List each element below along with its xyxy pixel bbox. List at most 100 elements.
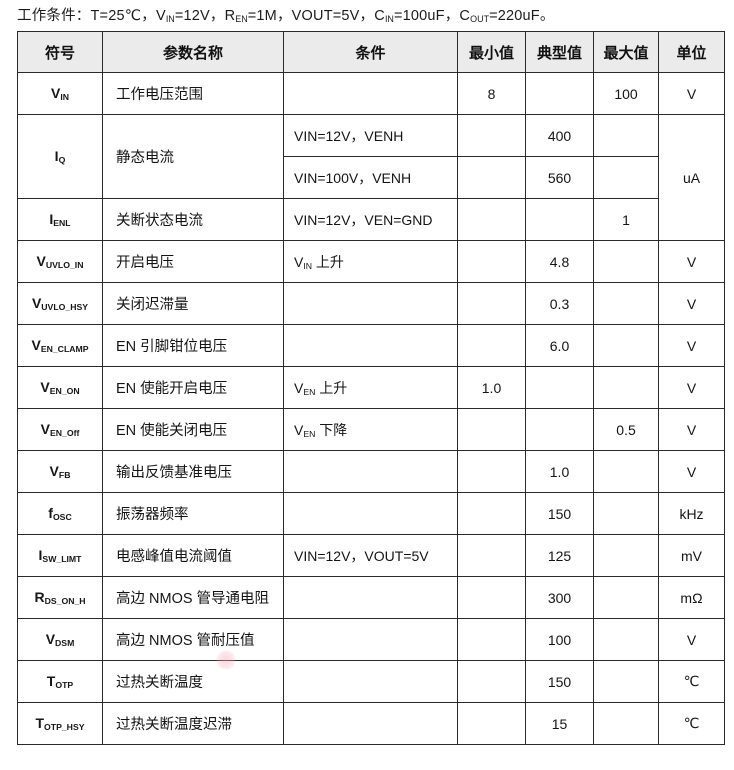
param-name-cell: 过热关断温度迟滞 xyxy=(102,702,284,745)
symbol-cell: VUVLO_HSY xyxy=(17,282,103,325)
min-cell xyxy=(457,114,526,157)
col-header-unit: 单位 xyxy=(658,31,725,73)
min-cell xyxy=(457,282,526,325)
param-name-cell: 开启电压 xyxy=(102,240,284,283)
condition-cell xyxy=(283,492,458,535)
condition-cell xyxy=(283,72,458,115)
table-row: RDS_ON_H 高边 NMOS 管导通电阻 300 mΩ xyxy=(17,576,725,619)
min-cell xyxy=(457,660,526,703)
typ-cell: 560 xyxy=(525,156,594,199)
min-cell: 1.0 xyxy=(457,366,526,409)
min-cell xyxy=(457,702,526,745)
typ-cell: 300 xyxy=(525,576,594,619)
typ-cell: 150 xyxy=(525,660,594,703)
col-header-max: 最大值 xyxy=(593,31,659,73)
symbol-cell: ISW_LIMT xyxy=(17,534,103,577)
symbol-cell: VIN xyxy=(17,72,103,115)
max-cell xyxy=(593,114,659,157)
condition-cell: VIN=12V，VEN=GND xyxy=(283,198,458,241)
typ-cell xyxy=(525,408,594,451)
condition-cell: VIN=12V，VOUT=5V xyxy=(283,534,458,577)
min-cell xyxy=(457,450,526,493)
unit-cell: kHz xyxy=(658,492,725,535)
table-row: VEN_ON EN 使能开启电压 VEN 上升 1.0 V xyxy=(17,366,725,409)
condition-cell xyxy=(283,282,458,325)
condition-cell xyxy=(283,702,458,745)
typ-cell: 15 xyxy=(525,702,594,745)
table-row: IQ 静态电流 VIN=12V，VENH 400 uA xyxy=(17,114,725,241)
symbol-cell: VDSM xyxy=(17,618,103,661)
param-name-cell: 电感峰值电流阈值 xyxy=(102,534,284,577)
param-name-cell: 关断状态电流 xyxy=(102,198,284,241)
table-row: VEN_CLAMP EN 引脚钳位电压 6.0 V xyxy=(17,324,725,367)
unit-cell: uA xyxy=(658,114,725,241)
symbol-cell: RDS_ON_H xyxy=(17,576,103,619)
max-cell xyxy=(593,450,659,493)
table-row: VUVLO_IN 开启电压 VIN 上升 4.8 V xyxy=(17,240,725,283)
condition-cell xyxy=(283,618,458,661)
symbol-cell: VFB xyxy=(17,450,103,493)
max-cell xyxy=(593,660,659,703)
max-cell xyxy=(593,240,659,283)
symbol-cell: VEN_ON xyxy=(17,366,103,409)
header-row: 符号 参数名称 条件 最小值 典型值 最大值 单位 xyxy=(17,31,725,73)
symbol-cell: TOTP xyxy=(17,660,103,703)
symbol-cell: IENL xyxy=(17,198,103,241)
table-row: VUVLO_HSY 关闭迟滞量 0.3 V xyxy=(17,282,725,325)
electrical-characteristics-table: 符号 参数名称 条件 最小值 典型值 最大值 单位 VIN 工作电压范围 8 100 V… xyxy=(17,31,725,745)
param-name-cell: 输出反馈基准电压 xyxy=(102,450,284,493)
typ-cell: 1.0 xyxy=(525,450,594,493)
unit-cell: mΩ xyxy=(658,576,725,619)
param-name-cell: 高边 NMOS 管耐压值 xyxy=(102,618,284,661)
unit-cell: ℃ xyxy=(658,660,725,703)
typ-cell: 6.0 xyxy=(525,324,594,367)
condition-cell: VIN 上升 xyxy=(283,240,458,283)
typ-cell: 125 xyxy=(525,534,594,577)
max-cell xyxy=(593,366,659,409)
symbol-cell: VEN_CLAMP xyxy=(17,324,103,367)
table-row: ISW_LIMT 电感峰值电流阈值 VIN=12V，VOUT=5V 125 mV xyxy=(17,534,725,577)
table-row: VIN 工作电压范围 8 100 V xyxy=(17,72,725,115)
symbol-cell: TOTP_HSY xyxy=(17,702,103,745)
col-header-typ: 典型值 xyxy=(525,31,594,73)
col-header-min: 最小值 xyxy=(457,31,526,73)
min-cell xyxy=(457,492,526,535)
param-name-cell: 工作电压范围 xyxy=(102,72,284,115)
symbol-cell: IQ xyxy=(17,114,103,199)
min-cell xyxy=(457,618,526,661)
param-name-cell: EN 使能开启电压 xyxy=(102,366,284,409)
symbol-cell: VUVLO_IN xyxy=(17,240,103,283)
unit-cell: mV xyxy=(658,534,725,577)
typ-cell xyxy=(525,198,594,241)
unit-cell: V xyxy=(658,408,725,451)
symbol-cell: fOSC xyxy=(17,492,103,535)
condition-cell xyxy=(283,576,458,619)
unit-cell: V xyxy=(658,240,725,283)
table-row: TOTP 过热关断温度 150 ℃ xyxy=(17,660,725,703)
unit-cell: V xyxy=(658,282,725,325)
min-cell xyxy=(457,534,526,577)
condition-cell: VEN 上升 xyxy=(283,366,458,409)
table-row: IENL 关断状态电流 VIN=12V，VEN=GND 1 xyxy=(17,198,725,241)
table-row: VFB 输出反馈基准电压 1.0 V xyxy=(17,450,725,493)
table-row: VEN_Off EN 使能关闭电压 VEN 下降 0.5 V xyxy=(17,408,725,451)
table-row: TOTP_HSY 过热关断温度迟滞 15 ℃ xyxy=(17,702,725,745)
unit-cell: ℃ xyxy=(658,702,725,745)
max-cell: 100 xyxy=(593,72,659,115)
typ-cell: 150 xyxy=(525,492,594,535)
unit-cell: V xyxy=(658,618,725,661)
symbol-cell: VEN_Off xyxy=(17,408,103,451)
max-cell xyxy=(593,282,659,325)
table-row: VDSM 高边 NMOS 管耐压值 100 V xyxy=(17,618,725,661)
col-header-symbol: 符号 xyxy=(17,31,103,73)
max-cell: 1 xyxy=(593,198,659,241)
param-name-cell: 过热关断温度 xyxy=(102,660,284,703)
typ-cell xyxy=(525,366,594,409)
max-cell xyxy=(593,492,659,535)
max-cell xyxy=(593,576,659,619)
param-name-cell: 关闭迟滞量 xyxy=(102,282,284,325)
condition-cell xyxy=(283,660,458,703)
min-cell xyxy=(457,324,526,367)
min-cell xyxy=(457,240,526,283)
unit-cell: V xyxy=(658,324,725,367)
